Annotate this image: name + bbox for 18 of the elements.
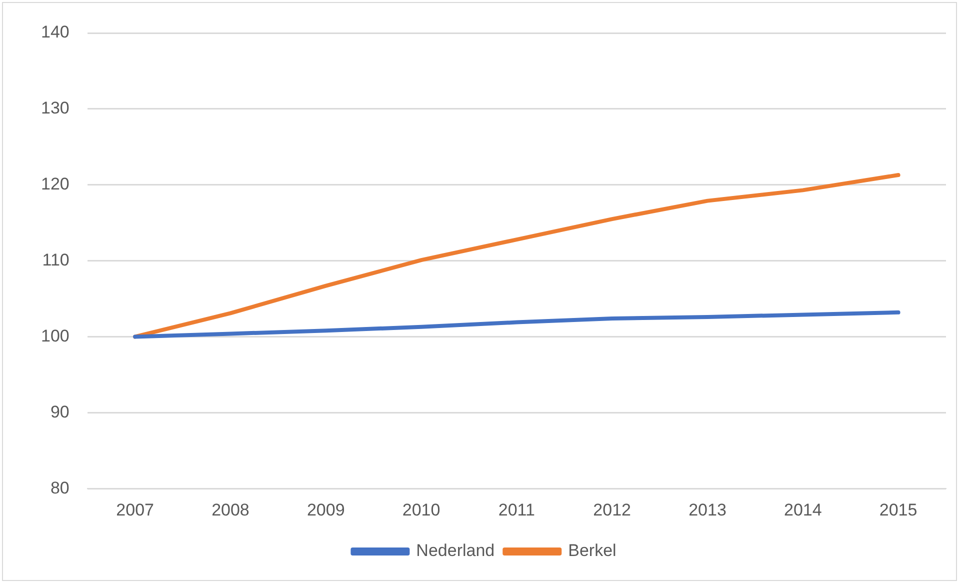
x-tick-label: 2007 [116,500,154,520]
y-tick-label: 80 [50,478,70,498]
legend-label: Nederland [416,541,495,560]
y-tick-label: 100 [40,326,70,346]
x-tick-label: 2014 [784,500,822,520]
x-tick-label: 2008 [212,500,250,520]
legend-label: Berkel [568,541,616,560]
x-tick-label: 2012 [593,500,631,520]
y-tick-label: 120 [40,174,70,194]
y-tick-label: 90 [50,402,70,422]
y-tick-label: 110 [42,250,70,270]
x-tick-label: 2009 [306,500,345,520]
x-tick-label: 2011 [498,500,535,520]
y-tick-label: 130 [40,98,70,118]
x-tick-label: 2015 [879,500,918,520]
x-tick-label: 2013 [688,500,726,520]
y-tick-label: 140 [40,22,70,42]
x-tick-label: 2010 [402,500,440,520]
